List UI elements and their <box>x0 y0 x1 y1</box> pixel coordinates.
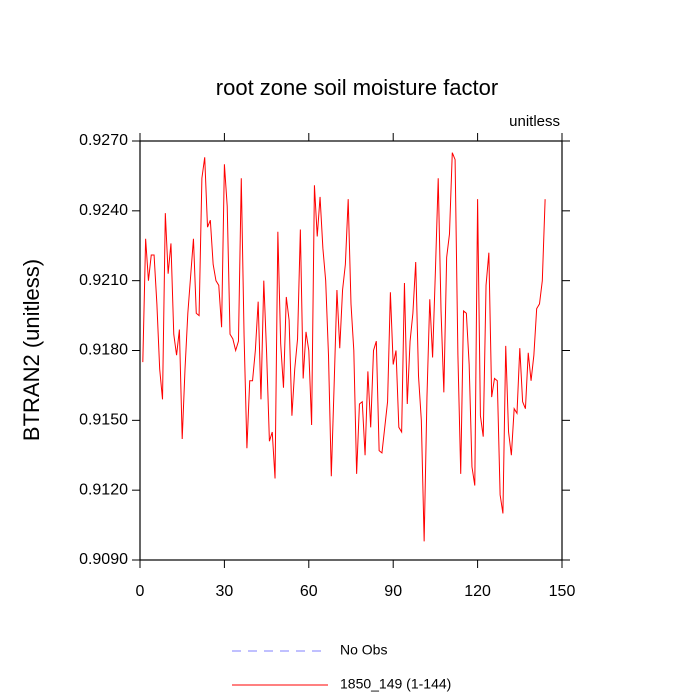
x-tick-label: 0 <box>136 583 145 600</box>
y-axis-label: BTRAN2 (unitless) <box>19 259 44 441</box>
plot-frame <box>139 140 563 561</box>
x-tick-label: 90 <box>384 583 402 600</box>
y-tick-label: 0.9150 <box>79 412 128 429</box>
x-tick-label: 30 <box>216 583 234 600</box>
x-tick-label: 60 <box>300 583 318 600</box>
y-tick-label: 0.9210 <box>79 272 128 289</box>
subtitle: unitless <box>509 113 560 130</box>
legend-label: 1850_149 (1-144) <box>340 676 451 692</box>
x-tick-label: 120 <box>464 583 491 600</box>
chart-title: root zone soil moisture factor <box>216 75 498 100</box>
y-tick-label: 0.9090 <box>79 551 128 568</box>
x-tick-label: 150 <box>549 583 576 600</box>
legend-label: No Obs <box>340 642 387 658</box>
y-tick-label: 0.9120 <box>79 481 128 498</box>
y-tick-label: 0.9180 <box>79 342 128 359</box>
data-line <box>142 152 546 542</box>
y-tick-label: 0.9240 <box>79 202 128 219</box>
y-tick-label: 0.9270 <box>79 132 128 149</box>
